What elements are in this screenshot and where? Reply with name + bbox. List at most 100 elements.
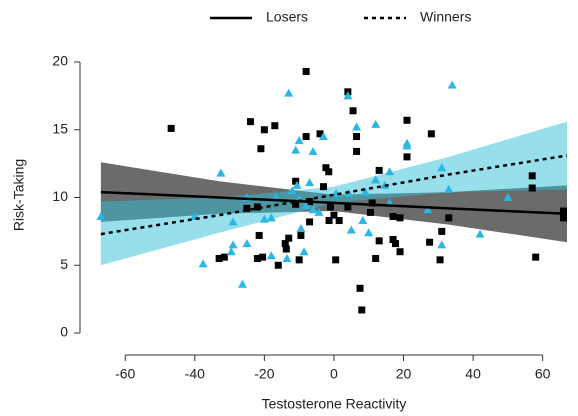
point — [281, 240, 289, 248]
y-axis-label: Risk-Taking — [11, 159, 27, 231]
point — [392, 240, 400, 248]
point — [403, 153, 411, 161]
point — [294, 136, 304, 145]
point — [372, 254, 380, 262]
point — [246, 118, 254, 126]
x-tick-label: 60 — [535, 366, 551, 382]
point — [352, 122, 362, 131]
point — [325, 217, 333, 225]
point — [423, 205, 433, 214]
point — [360, 187, 370, 196]
legend-label: Losers — [266, 9, 308, 25]
point — [503, 193, 513, 202]
point — [356, 284, 364, 292]
point — [292, 200, 300, 208]
point — [260, 126, 268, 134]
point — [167, 124, 175, 132]
point — [257, 145, 265, 153]
point — [271, 122, 279, 130]
point — [427, 130, 435, 138]
point — [349, 107, 357, 115]
point — [444, 184, 454, 193]
point — [266, 213, 276, 222]
x-tick-label: -20 — [254, 366, 274, 382]
point — [301, 201, 311, 210]
point — [447, 80, 457, 89]
y-tick-label: 15 — [52, 120, 68, 136]
point — [371, 119, 381, 128]
point — [314, 207, 324, 216]
point — [335, 217, 343, 225]
point — [353, 147, 361, 155]
point — [368, 199, 376, 207]
point — [306, 218, 314, 226]
point — [389, 236, 397, 244]
point — [396, 214, 404, 222]
point — [299, 247, 309, 256]
point — [216, 168, 226, 177]
point — [343, 91, 353, 100]
point — [292, 180, 302, 189]
point — [316, 130, 324, 138]
fit-line — [100, 190, 568, 216]
point — [284, 88, 294, 97]
point — [528, 184, 536, 192]
point — [243, 204, 251, 212]
point — [220, 253, 228, 261]
point — [322, 164, 330, 172]
point — [253, 203, 261, 211]
point — [366, 208, 374, 216]
x-tick-label: -60 — [115, 366, 135, 382]
point — [344, 203, 352, 211]
point — [319, 132, 329, 141]
point — [292, 177, 300, 185]
point — [403, 116, 411, 124]
point — [259, 214, 269, 223]
point — [375, 166, 383, 174]
point — [253, 254, 261, 262]
point — [274, 261, 282, 269]
point — [237, 279, 247, 288]
point — [302, 133, 310, 141]
point — [215, 254, 223, 262]
point — [402, 141, 412, 150]
x-tick-label: -40 — [185, 366, 205, 382]
legend-label: Winners — [420, 9, 471, 25]
point — [385, 167, 395, 176]
point — [295, 256, 303, 264]
x-tick-label: 0 — [330, 366, 338, 382]
point — [437, 163, 447, 172]
point — [198, 259, 208, 268]
point — [475, 229, 485, 238]
point — [445, 214, 453, 222]
point — [330, 211, 338, 219]
point — [325, 168, 333, 176]
point — [353, 133, 361, 141]
point — [282, 245, 290, 253]
y-tick-label: 0 — [60, 324, 68, 340]
point — [560, 207, 568, 215]
y-tick-label: 20 — [52, 53, 68, 69]
point — [242, 239, 252, 248]
point — [560, 214, 568, 222]
point — [291, 145, 301, 154]
point — [266, 251, 276, 260]
point — [375, 237, 383, 245]
point — [532, 253, 540, 261]
y-tick-label: 5 — [60, 256, 68, 272]
point — [438, 227, 446, 235]
x-tick-label: 20 — [396, 366, 412, 382]
point — [297, 231, 305, 239]
point — [528, 172, 536, 180]
point — [426, 238, 434, 246]
point — [396, 248, 404, 256]
point — [308, 146, 318, 155]
point — [332, 256, 340, 264]
point — [437, 240, 447, 249]
x-tick-label: 40 — [465, 366, 481, 382]
point — [96, 211, 106, 220]
point — [228, 217, 238, 226]
point — [364, 228, 374, 237]
point — [255, 231, 263, 239]
